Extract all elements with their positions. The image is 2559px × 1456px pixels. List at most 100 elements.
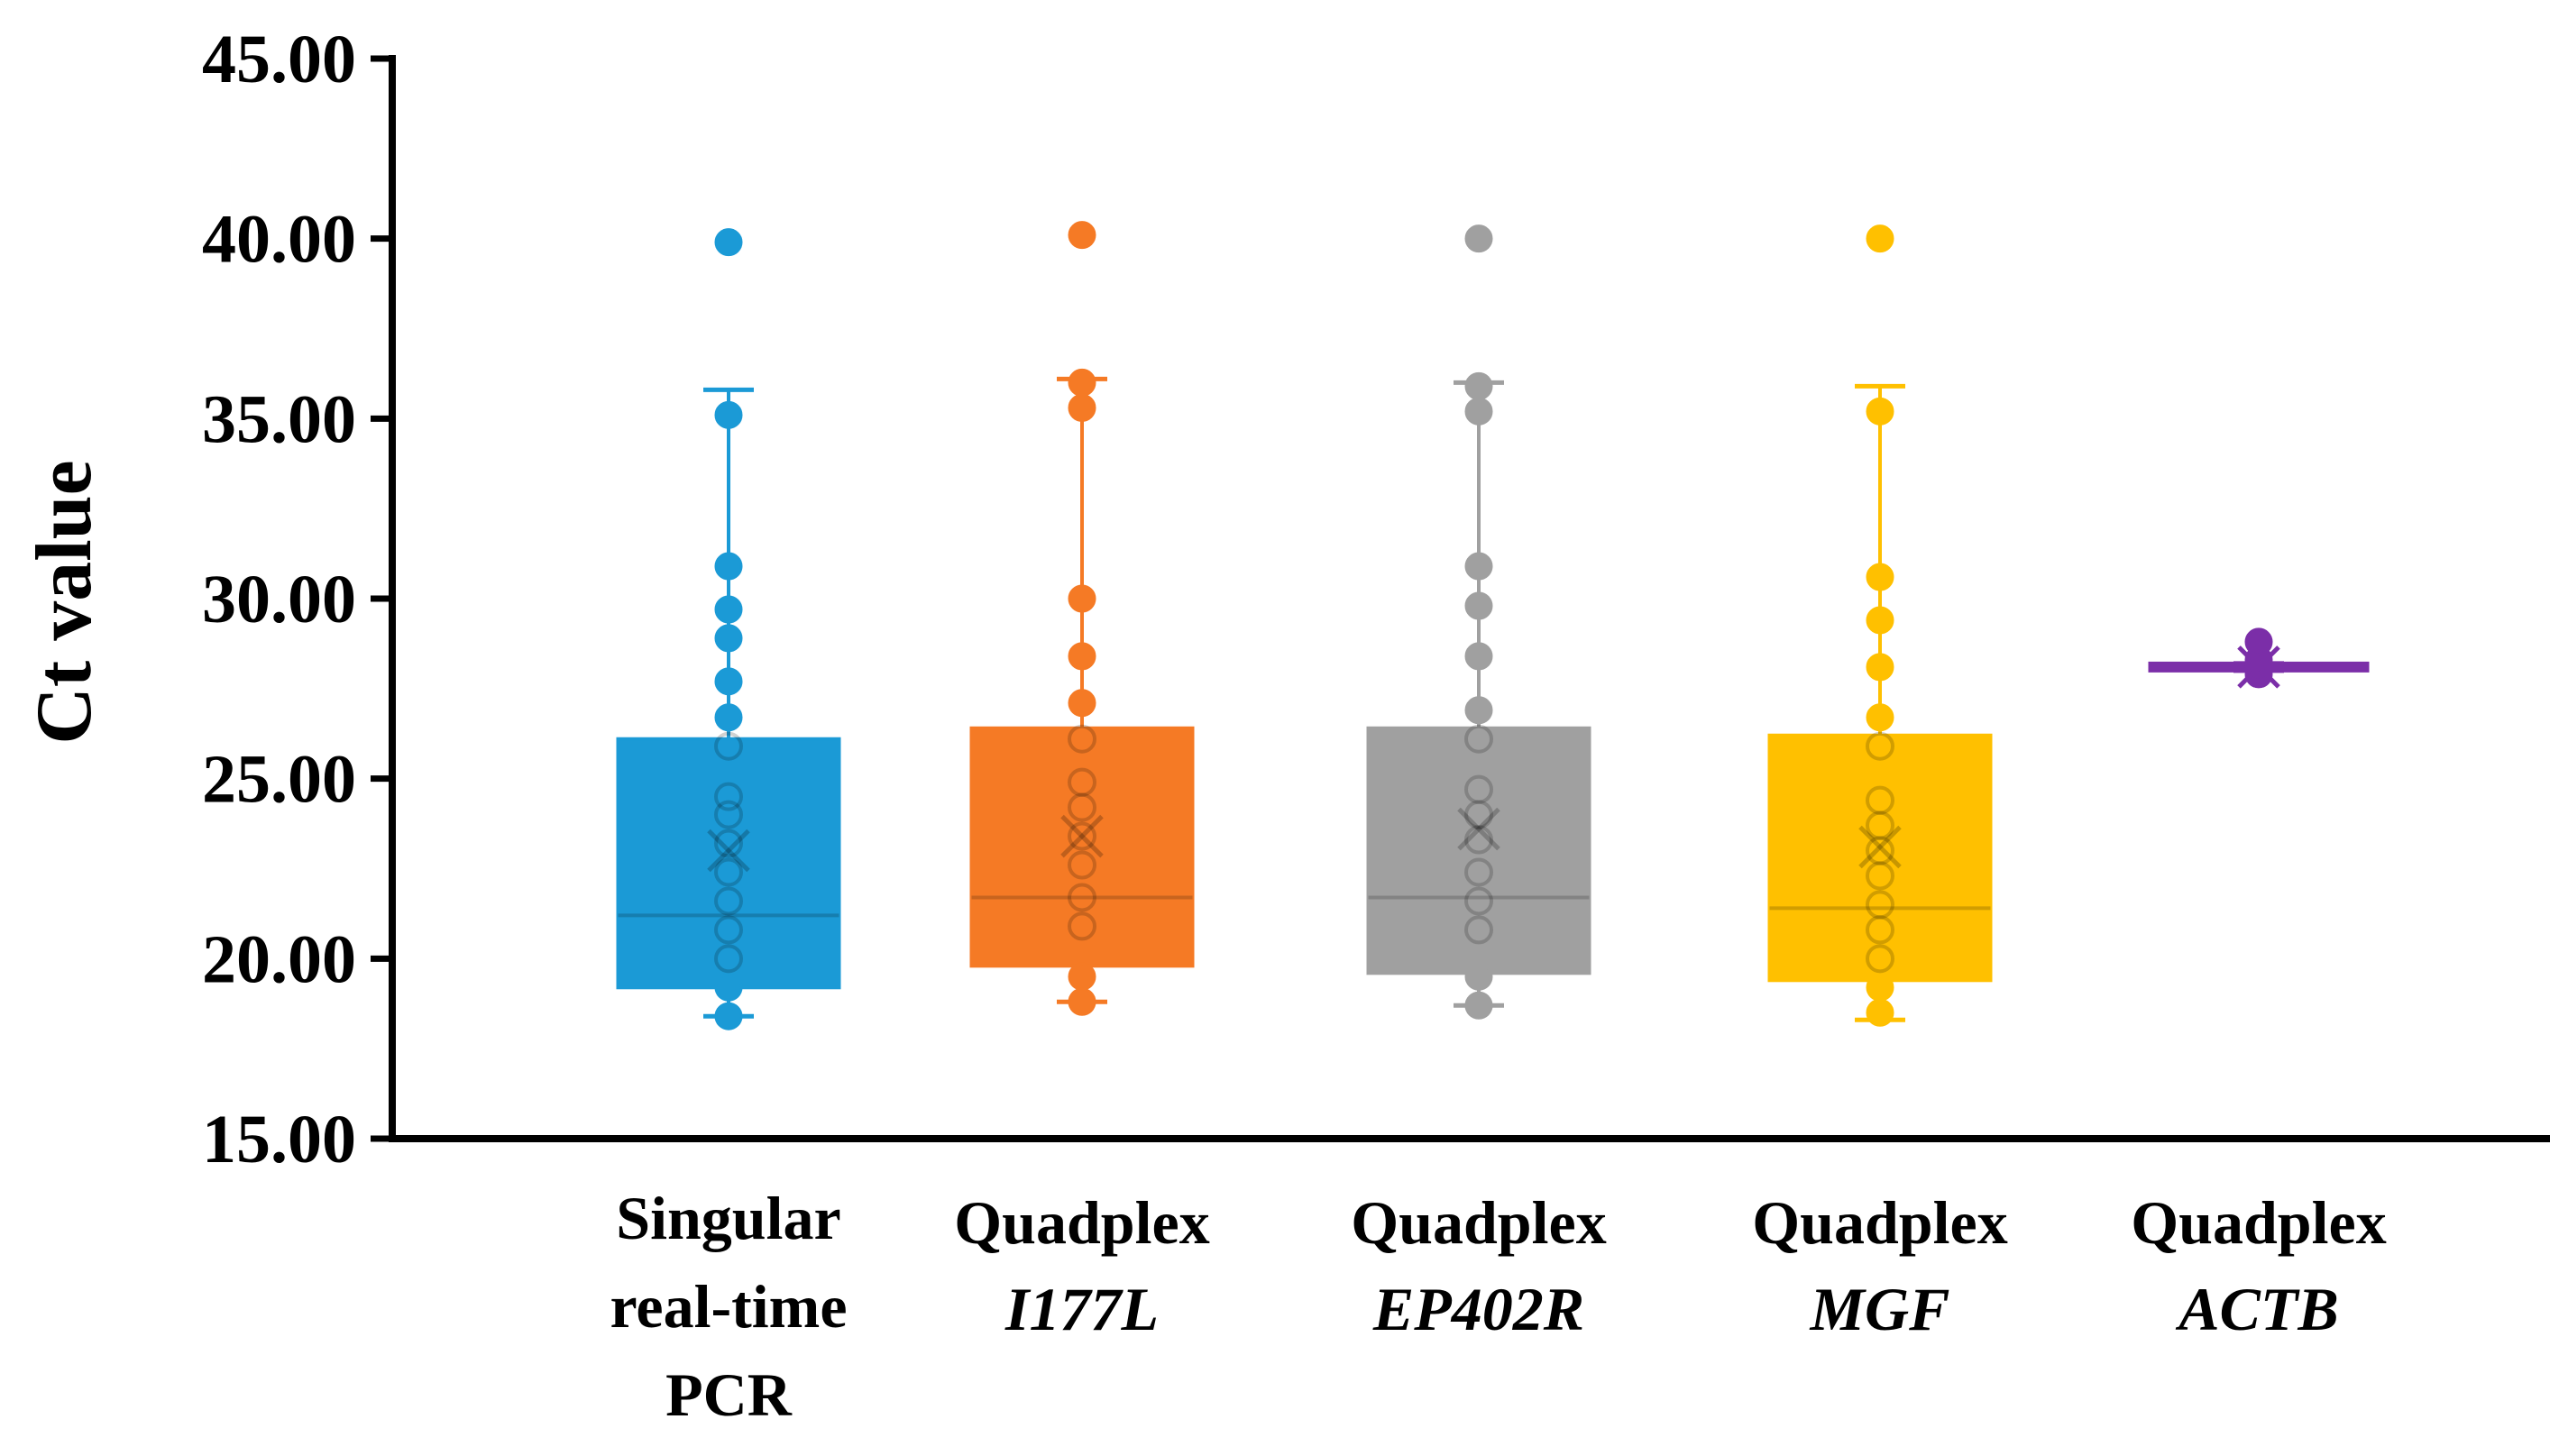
data-point xyxy=(714,915,743,945)
box-group xyxy=(2148,627,2370,689)
data-point xyxy=(1866,973,1894,1002)
data-point xyxy=(1068,987,1096,1016)
data-point xyxy=(1866,836,1894,865)
data-point xyxy=(1068,642,1096,671)
data-point xyxy=(1866,606,1894,635)
x-category-label-line: Quadplex xyxy=(1351,1188,1607,1257)
x-category-label: Quadplex EP402R xyxy=(1289,1179,1668,1352)
mean-marker xyxy=(2237,646,2280,689)
x-category-label: Quadplex MGF xyxy=(1691,1179,2069,1352)
data-point xyxy=(1068,767,1096,797)
mean-marker xyxy=(707,829,750,873)
data-point xyxy=(1068,221,1096,250)
x-category-label-line: MGF xyxy=(1810,1275,1950,1343)
data-point xyxy=(1464,774,1493,804)
data-point xyxy=(1866,785,1894,815)
data-point xyxy=(1068,821,1096,851)
data-point xyxy=(714,886,743,916)
x-category-label: Quadplex ACTB xyxy=(2069,1179,2448,1352)
data-point xyxy=(1464,962,1493,991)
data-point xyxy=(1464,857,1493,887)
box-group xyxy=(616,228,841,1030)
data-point xyxy=(1866,998,1894,1027)
mean-marker xyxy=(1858,825,1902,869)
data-point xyxy=(1068,792,1096,822)
data-point xyxy=(1464,397,1493,426)
data-point xyxy=(1068,584,1096,613)
x-category-label-line: Quadplex xyxy=(1752,1188,2008,1257)
data-point xyxy=(1866,653,1894,682)
y-tick-label: 35.00 xyxy=(202,381,356,457)
data-point xyxy=(1464,696,1493,725)
data-point xyxy=(1068,393,1096,422)
data-point xyxy=(1866,861,1894,891)
mean-marker xyxy=(1060,814,1104,858)
data-point xyxy=(1464,371,1493,400)
y-tick-label: 15.00 xyxy=(202,1102,356,1177)
data-point xyxy=(714,782,743,811)
data-point xyxy=(1464,886,1493,916)
data-point xyxy=(1068,850,1096,880)
data-point xyxy=(714,552,743,581)
x-category-label-line: Quadplex xyxy=(2131,1188,2387,1257)
x-category-label-line: PCR xyxy=(665,1360,792,1429)
data-point xyxy=(714,973,743,1002)
data-point xyxy=(714,667,743,696)
box-group xyxy=(1366,224,1591,1020)
data-point xyxy=(714,857,743,887)
data-point xyxy=(1464,825,1493,855)
x-category-label-line: real-time xyxy=(610,1272,848,1341)
data-point xyxy=(1464,642,1493,671)
data-point xyxy=(714,944,743,974)
data-point xyxy=(1866,944,1894,974)
data-point xyxy=(714,800,743,829)
x-category-label-line: EP402R xyxy=(1372,1275,1585,1343)
data-point xyxy=(1866,915,1894,945)
data-point xyxy=(714,829,743,858)
data-point xyxy=(1464,724,1493,754)
x-category-label-line: Singular xyxy=(616,1184,841,1252)
data-point xyxy=(1464,991,1493,1020)
y-tick-label: 25.00 xyxy=(202,742,356,818)
x-category-label: Singular real-time PCR xyxy=(539,1174,918,1439)
box xyxy=(1767,733,1993,983)
box-group xyxy=(1767,224,1993,1027)
box xyxy=(969,726,1195,968)
mean-marker xyxy=(1060,814,1104,858)
data-point xyxy=(714,731,743,761)
box-group xyxy=(969,221,1195,1016)
data-point xyxy=(1068,689,1096,718)
x-category-label: Quadplex I177L xyxy=(893,1179,1271,1352)
axes: 15.00 20.00 25.00 30.00 35.00 40.00 45.00 xyxy=(202,22,2550,1177)
data-point xyxy=(1464,224,1493,253)
data-point xyxy=(1866,563,1894,591)
y-tick-label: 45.00 xyxy=(202,22,356,97)
mean-marker xyxy=(707,829,750,873)
data-point xyxy=(2244,627,2273,656)
data-point xyxy=(1866,397,1894,426)
y-axis-label: Ct value xyxy=(21,460,108,744)
x-category-label-line: Quadplex xyxy=(954,1188,1210,1257)
y-tick-label: 30.00 xyxy=(202,562,356,637)
mean-marker xyxy=(1858,825,1902,869)
data-point xyxy=(1068,883,1096,912)
data-point xyxy=(714,624,743,653)
data-point xyxy=(1068,962,1096,991)
data-point xyxy=(1866,731,1894,761)
data-point xyxy=(1464,800,1493,829)
data-point xyxy=(1866,703,1894,732)
mean-marker xyxy=(1457,807,1500,851)
boxes xyxy=(616,221,2370,1030)
data-point xyxy=(1068,911,1096,941)
data-point xyxy=(1464,552,1493,581)
data-point xyxy=(1464,915,1493,945)
data-point xyxy=(1866,890,1894,920)
y-tick-label: 20.00 xyxy=(202,921,356,997)
box xyxy=(1366,726,1591,975)
x-category-label-line: ACTB xyxy=(2178,1275,2339,1343)
data-point xyxy=(714,703,743,732)
data-point xyxy=(1068,724,1096,754)
data-point xyxy=(1464,591,1493,620)
